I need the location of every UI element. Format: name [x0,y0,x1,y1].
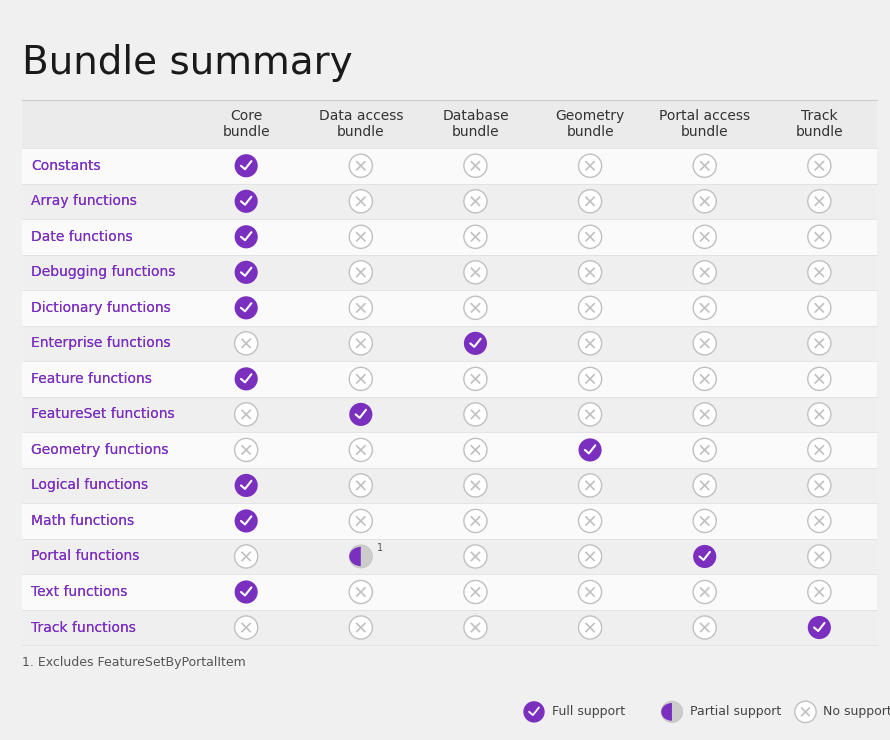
Text: Logical functions: Logical functions [31,479,149,492]
Text: Track
bundle: Track bundle [796,109,843,139]
Text: Core
bundle: Core bundle [222,109,270,139]
Text: Portal functions: Portal functions [31,550,140,563]
Text: Geometry
bundle: Geometry bundle [555,109,625,139]
Text: Text functions: Text functions [31,585,127,599]
Text: Math functions: Math functions [31,514,134,528]
Text: Feature functions: Feature functions [31,372,152,386]
Text: Enterprise functions: Enterprise functions [31,337,171,350]
Text: Logical functions: Logical functions [31,479,149,492]
Text: Debugging functions: Debugging functions [31,266,175,279]
Text: Array functions: Array functions [31,195,137,208]
Text: Track functions: Track functions [31,621,136,634]
Text: Text functions: Text functions [31,585,127,599]
Text: 1. Excludes FeatureSetByPortalItem: 1. Excludes FeatureSetByPortalItem [22,656,246,670]
Text: Bundle summary: Bundle summary [22,44,352,82]
Text: Database
bundle: Database bundle [442,109,509,139]
Text: Data access
bundle: Data access bundle [319,109,403,139]
Text: Partial support: Partial support [690,705,781,719]
Text: Track functions: Track functions [31,621,136,634]
Text: Dictionary functions: Dictionary functions [31,301,171,314]
Text: Constants: Constants [31,159,101,172]
Text: Geometry functions: Geometry functions [31,443,168,457]
Text: Feature functions: Feature functions [31,372,152,386]
Text: Array functions: Array functions [31,195,137,208]
Text: Enterprise functions: Enterprise functions [31,337,171,350]
Text: Debugging functions: Debugging functions [31,266,175,279]
Text: FeatureSet functions: FeatureSet functions [31,408,174,421]
Text: Date functions: Date functions [31,230,133,243]
Text: Date functions: Date functions [31,230,133,243]
Text: Math functions: Math functions [31,514,134,528]
Text: Portal functions: Portal functions [31,550,140,563]
Text: No support: No support [823,705,890,719]
Text: Dictionary functions: Dictionary functions [31,301,171,314]
Text: Constants: Constants [31,159,101,172]
Text: 1: 1 [376,543,383,553]
Text: Full support: Full support [552,705,625,719]
Text: FeatureSet functions: FeatureSet functions [31,408,174,421]
Text: Geometry functions: Geometry functions [31,443,168,457]
Text: Portal access
bundle: Portal access bundle [659,109,750,139]
